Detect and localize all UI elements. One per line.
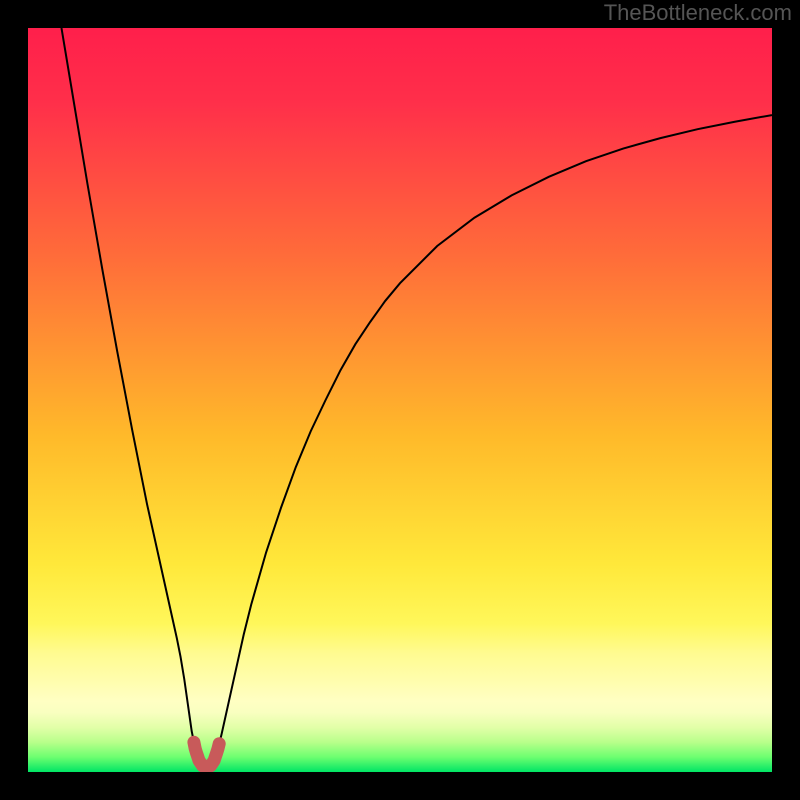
chart-viewport xyxy=(28,28,772,772)
watermark-label: TheBottleneck.com xyxy=(604,0,792,26)
bottleneck-chart-figure: TheBottleneck.com xyxy=(0,0,800,800)
chart-background-gradient xyxy=(28,28,772,772)
